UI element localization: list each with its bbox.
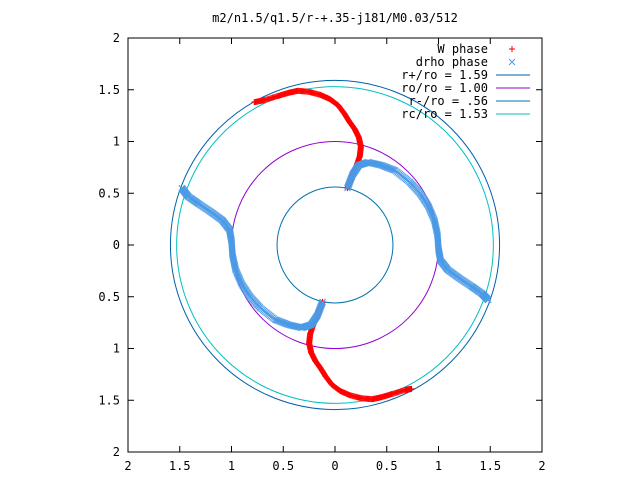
legend-label-series-1: drho phase xyxy=(416,55,488,69)
x-tick-label-6: 1 xyxy=(435,459,442,473)
series-1-arm-0-point-204 xyxy=(484,296,492,304)
x-tick-label-3: 0.5 xyxy=(272,459,294,473)
y-tick-label-7: 1.5 xyxy=(98,393,120,407)
x-tick-label-2: 1 xyxy=(228,459,235,473)
legend-label-circle-1: ro/ro = 1.00 xyxy=(401,81,488,95)
x-tick-label-1: 1.5 xyxy=(169,459,191,473)
y-tick-label-6: 1 xyxy=(113,342,120,356)
chart-title: m2/n1.5/q1.5/r-+.35-j181/M0.03/512 xyxy=(212,11,458,25)
y-tick-label-3: 0.5 xyxy=(98,186,120,200)
circle-3 xyxy=(176,86,494,404)
x-tick-label-8: 2 xyxy=(538,459,545,473)
y-tick-label-5: 0.5 xyxy=(98,290,120,304)
legend-label-circle-2: r-/ro = .56 xyxy=(409,94,488,108)
x-tick-label-7: 1.5 xyxy=(479,459,501,473)
x-tick-label-5: 0.5 xyxy=(376,459,398,473)
data-series xyxy=(178,87,492,403)
reference-circles xyxy=(169,79,501,411)
series-0-arm-1-point-216 xyxy=(408,385,415,392)
x-tick-label-0: 2 xyxy=(124,459,131,473)
legend-marker-series-0 xyxy=(509,46,515,52)
series-1-arm-1-point-204 xyxy=(178,184,186,192)
legend-label-series-0: W phase xyxy=(437,42,488,56)
y-tick-label-8: 2 xyxy=(113,445,120,459)
legend-label-circle-0: r+/ro = 1.59 xyxy=(401,68,488,82)
legend-label-circle-3: rc/ro = 1.53 xyxy=(401,107,488,121)
y-tick-label-1: 1.5 xyxy=(98,83,120,97)
series-0-arm-0-point-216 xyxy=(251,99,258,106)
y-tick-label-2: 1 xyxy=(113,135,120,149)
circle-0 xyxy=(169,79,501,411)
axis-ticks: 2 1.5 1 0.5 0 0.5 1 1.5 221.510.500.511.52 xyxy=(98,31,545,473)
series-1 xyxy=(178,158,492,332)
circle-2 xyxy=(276,186,394,304)
y-tick-label-4: 0 xyxy=(113,238,120,252)
x-tick-label-4: 0 xyxy=(331,459,338,473)
legend-marker-series-1 xyxy=(508,58,516,66)
y-tick-label-0: 2 xyxy=(113,31,120,45)
